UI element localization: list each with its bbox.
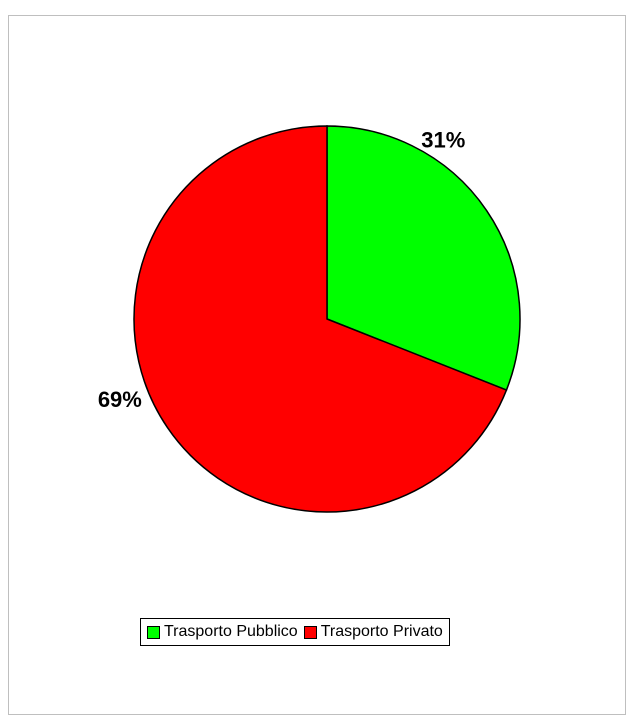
legend-item-trasporto-pubblico: Trasporto Pubblico [147, 623, 298, 641]
pie-chart: 31% 69% [98, 125, 521, 513]
pie-slice-trasporto-pubblico [326, 125, 521, 392]
pie-slice-trasporto-privato [133, 125, 508, 513]
legend: Trasporto Pubblico Trasporto Privato [140, 618, 450, 646]
legend-item-trasporto-privato: Trasporto Privato [303, 623, 443, 641]
pie-label-trasporto-pubblico: 31% [421, 128, 465, 153]
pie-slices [133, 125, 521, 513]
legend-swatch-trasporto-pubblico [147, 625, 160, 639]
legend-swatch-trasporto-privato [303, 625, 317, 639]
legend-label-trasporto-pubblico: Trasporto Pubblico [164, 623, 298, 640]
legend-label-trasporto-privato: Trasporto Privato [320, 623, 443, 640]
pie-label-trasporto-privato: 69% [98, 387, 142, 412]
pie-labels: 31% 69% [98, 128, 465, 413]
